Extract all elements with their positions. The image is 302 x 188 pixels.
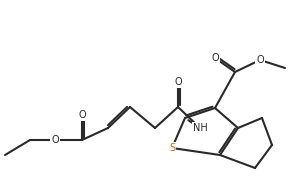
Text: O: O	[211, 53, 219, 63]
Text: O: O	[256, 55, 264, 65]
Text: O: O	[51, 135, 59, 145]
Text: S: S	[169, 143, 175, 153]
Text: O: O	[174, 77, 182, 87]
Text: NH: NH	[193, 123, 207, 133]
Text: O: O	[78, 110, 86, 120]
